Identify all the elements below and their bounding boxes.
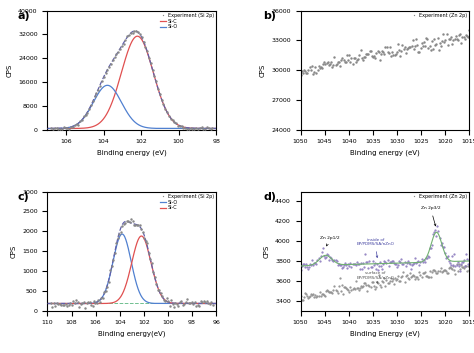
Text: a): a)	[17, 11, 30, 20]
X-axis label: Binding energy (eV): Binding energy (eV)	[350, 150, 420, 156]
Legend: Experiment (Si 2p), Si-C, Si-O: Experiment (Si 2p), Si-C, Si-O	[160, 13, 214, 30]
Legend: Experiment (Zn 2p): Experiment (Zn 2p)	[411, 13, 467, 18]
Text: b): b)	[264, 11, 276, 20]
Y-axis label: CPS: CPS	[7, 64, 12, 77]
Y-axis label: CPS: CPS	[260, 64, 265, 77]
Text: inside of
EP/PDMS/SA/nZnO: inside of EP/PDMS/SA/nZnO	[356, 238, 394, 257]
Text: c): c)	[17, 192, 29, 202]
X-axis label: Binding energy (eV): Binding energy (eV)	[97, 150, 167, 156]
Y-axis label: CPS: CPS	[264, 245, 270, 258]
Text: Zn 2p1/2: Zn 2p1/2	[319, 236, 339, 246]
Y-axis label: CPS: CPS	[10, 245, 17, 258]
Text: Zn 2p3/2: Zn 2p3/2	[421, 207, 440, 226]
Text: d): d)	[264, 192, 276, 202]
X-axis label: Binding energy(eV): Binding energy(eV)	[98, 331, 165, 337]
Text: surface of
EP/PDMS/SA/nZnO: surface of EP/PDMS/SA/nZnO	[356, 271, 394, 283]
Legend: Experiment (Zn 2p): Experiment (Zn 2p)	[411, 194, 467, 199]
X-axis label: Binding Energy (eV): Binding Energy (eV)	[350, 331, 420, 337]
Legend: Experiment (Si 2p), Si-O, Si-C: Experiment (Si 2p), Si-O, Si-C	[160, 194, 214, 210]
